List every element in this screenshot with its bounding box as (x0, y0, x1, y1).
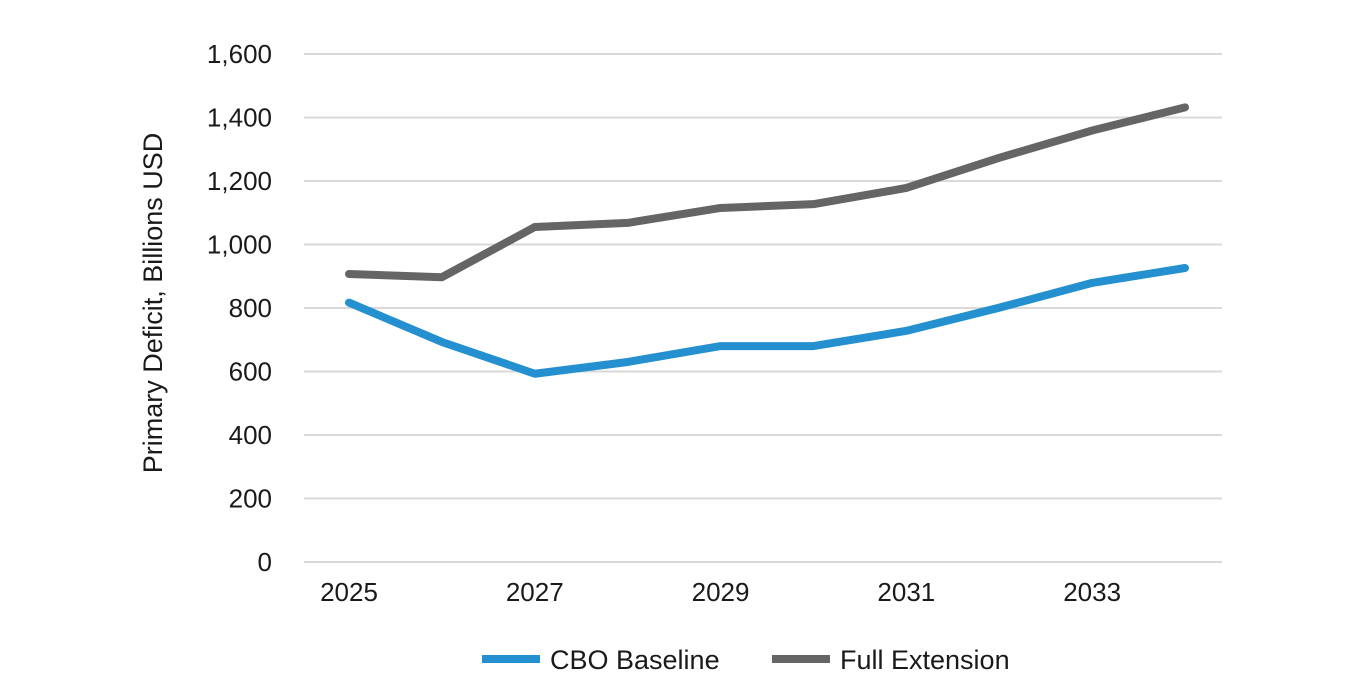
legend: CBO Baseline Full Extension (482, 645, 1010, 675)
y-tick-label: 600 (229, 357, 272, 387)
y-tick-label: 400 (229, 420, 272, 450)
x-tick-label: 2033 (1063, 577, 1121, 607)
series-lines (345, 103, 1189, 378)
gridlines (304, 53, 1222, 563)
y-axis-ticks: 0 200 400 600 800 1,000 1,200 1,400 1,600 (207, 39, 272, 577)
legend-label: CBO Baseline (550, 645, 720, 675)
x-axis-ticks: 2025 2027 2029 2031 2033 (320, 577, 1121, 607)
legend-label: Full Extension (840, 645, 1010, 675)
y-tick-label: 1,400 (207, 103, 272, 133)
series-line-cbo-baseline (345, 263, 1189, 378)
y-tick-label: 1,600 (207, 39, 272, 69)
y-tick-label: 1,200 (207, 166, 272, 196)
y-tick-label: 200 (229, 484, 272, 514)
x-tick-label: 2031 (877, 577, 935, 607)
y-axis-label: Primary Deficit, Billions USD (138, 133, 168, 474)
x-tick-label: 2025 (320, 577, 378, 607)
series-line-full-extension (345, 103, 1189, 282)
x-tick-label: 2029 (692, 577, 750, 607)
y-tick-label: 0 (258, 547, 272, 577)
x-tick-label: 2027 (506, 577, 564, 607)
y-tick-label: 800 (229, 293, 272, 323)
y-tick-label: 1,000 (207, 230, 272, 260)
